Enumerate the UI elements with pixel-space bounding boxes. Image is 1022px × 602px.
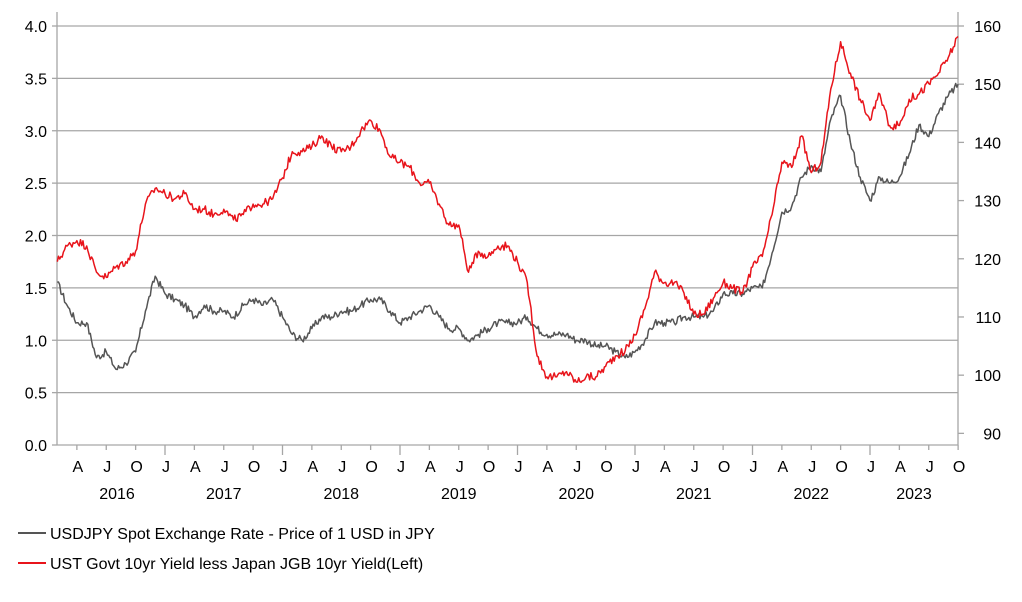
- x-axis-month-label: O: [130, 459, 142, 476]
- x-axis-month-label: O: [365, 459, 377, 476]
- x-axis-month-label: J: [338, 459, 346, 476]
- x-axis-month-label: J: [926, 459, 934, 476]
- left-axis-tick-label: 0.0: [25, 438, 47, 455]
- x-axis-month-label: O: [835, 459, 847, 476]
- left-axis-tick-label: 2.5: [25, 176, 47, 193]
- x-axis-month-label: O: [718, 459, 730, 476]
- axes: 0.0 0.5 1.0 1.5 2.0 2.5 3.0 3.5 4.0 90 100 110 120 13…: [25, 12, 1001, 503]
- left-axis-tick-label: 1.0: [25, 333, 47, 350]
- x-axis-year-label: 2016: [99, 486, 135, 503]
- x-axis-month-label: J: [750, 459, 758, 476]
- series-line-yield-spread: [56, 35, 959, 384]
- x-axis-year-label: 2017: [206, 486, 242, 503]
- x-axis-year-label: 2019: [441, 486, 477, 503]
- right-axis-tick-label: 100: [974, 368, 1001, 385]
- left-axis-tick-label: 3.0: [25, 124, 47, 141]
- right-axis-tick-label: 150: [974, 77, 1001, 94]
- gridlines: [57, 25, 958, 394]
- legend-label-spread: UST Govt 10yr Yield less Japan JGB 10yr …: [50, 556, 423, 573]
- legend-label-usdjpy: USDJPY Spot Exchange Rate - Price of 1 U…: [50, 526, 435, 543]
- right-axis-tick-label: 110: [975, 310, 1001, 327]
- x-axis-month-label: J: [632, 459, 640, 476]
- x-axis-month-label: J: [221, 459, 229, 476]
- right-axis-tick-label: 130: [974, 194, 1001, 211]
- right-axis-tick-label: 90: [983, 426, 1001, 443]
- left-axis-tick-label: 4.0: [25, 19, 47, 36]
- x-axis-year-label: 2023: [896, 486, 932, 503]
- legend: USDJPY Spot Exchange Rate - Price of 1 U…: [18, 526, 435, 573]
- x-axis-month-label: J: [103, 459, 111, 476]
- x-axis-month-label: A: [543, 459, 554, 476]
- x-axis-month-label: O: [600, 459, 612, 476]
- x-axis-month-label: O: [953, 459, 965, 476]
- x-axis-year-label: 2022: [793, 486, 829, 503]
- x-axis-month-label: O: [483, 459, 495, 476]
- x-axis-month-label: J: [808, 459, 816, 476]
- x-axis-year-label: 2018: [323, 486, 359, 503]
- x-axis-month-label: A: [190, 459, 201, 476]
- x-axis-month-label: J: [691, 459, 699, 476]
- left-axis-tick-label: 2.0: [25, 229, 47, 246]
- x-axis-month-label: A: [73, 459, 84, 476]
- left-axis-tick-label: 1.5: [25, 281, 47, 298]
- series-lines: [56, 35, 959, 384]
- x-axis-month-label: J: [867, 459, 875, 476]
- right-axis-tick-label: 120: [974, 252, 1001, 269]
- x-axis-month-label: J: [515, 459, 523, 476]
- x-axis-year-label: 2021: [676, 486, 712, 503]
- x-axis-year-label: 2020: [558, 486, 594, 503]
- left-axis-tick-label: 0.5: [25, 386, 47, 403]
- x-axis-month-label: A: [308, 459, 319, 476]
- x-axis-month-label: A: [895, 459, 906, 476]
- left-axis-tick-label: 3.5: [25, 71, 47, 88]
- x-axis-month-label: J: [397, 459, 405, 476]
- x-axis-month-label: A: [660, 459, 671, 476]
- x-axis-month-label: J: [280, 459, 288, 476]
- x-axis-month-label: A: [778, 459, 789, 476]
- x-axis-month-label: A: [425, 459, 436, 476]
- right-axis-tick-label: 140: [974, 135, 1001, 152]
- x-axis-month-label: J: [162, 459, 170, 476]
- x-axis-month-label: O: [248, 459, 260, 476]
- right-axis-tick-label: 160: [974, 19, 1001, 36]
- series-line-usdjpy: [57, 82, 959, 371]
- x-axis-month-label: J: [456, 459, 464, 476]
- x-axis-month-label: J: [573, 459, 581, 476]
